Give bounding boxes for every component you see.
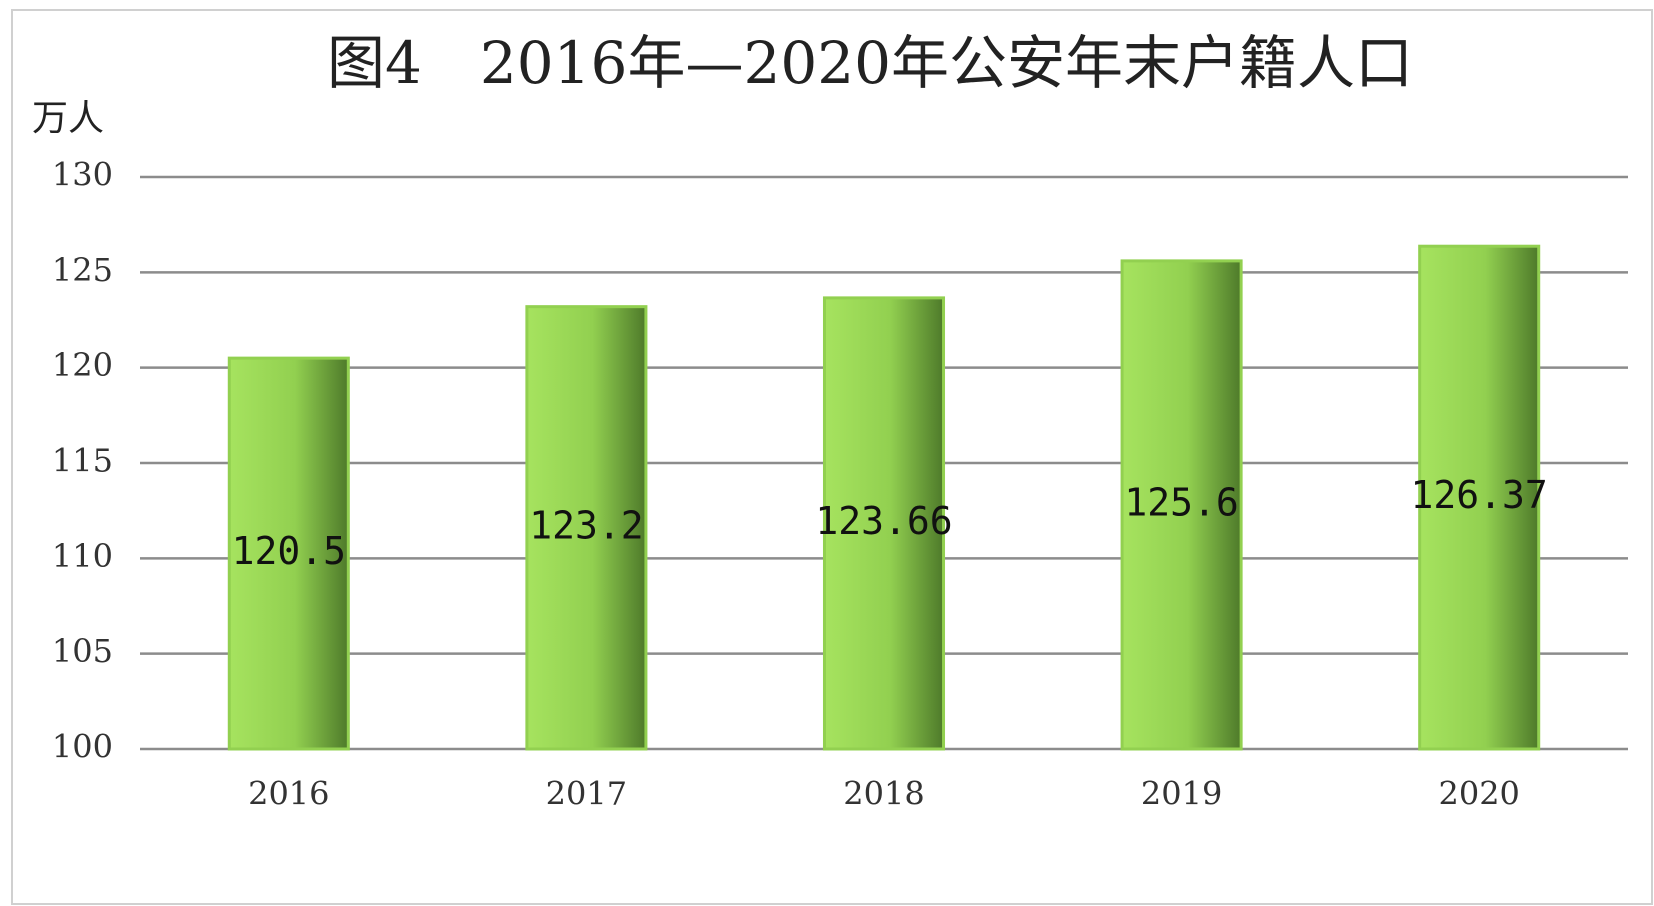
chart-title: 图4 2016年—2020年公安年末户籍人口 [327, 29, 1413, 97]
x-tick-label: 2017 [546, 775, 627, 813]
bar [1120, 259, 1243, 751]
y-tick-label: 125 [52, 251, 113, 289]
x-tick-label: 2016 [248, 775, 329, 813]
data-label: 123.66 [815, 499, 952, 543]
bar [227, 356, 350, 751]
data-label: 126.37 [1411, 473, 1548, 517]
bar [822, 296, 946, 751]
frame [11, 9, 1653, 905]
y-unit: 万人 [32, 98, 104, 139]
y-tick-label: 130 [52, 156, 113, 194]
y-tick-label: 100 [52, 728, 113, 766]
data-label: 125.6 [1124, 480, 1238, 524]
y-tick-label: 110 [52, 537, 113, 575]
x-tick-label: 2018 [843, 775, 924, 813]
y-tick-label: 115 [52, 442, 113, 480]
y-tick-label: 105 [52, 632, 113, 670]
x-tick-label: 2020 [1438, 775, 1519, 813]
y-tick-label: 120 [52, 346, 113, 384]
bar [525, 305, 648, 751]
data-label: 120.5 [232, 529, 346, 573]
x-tick-label: 2019 [1141, 775, 1222, 813]
bar [1418, 244, 1541, 751]
data-label: 123.2 [529, 503, 643, 547]
